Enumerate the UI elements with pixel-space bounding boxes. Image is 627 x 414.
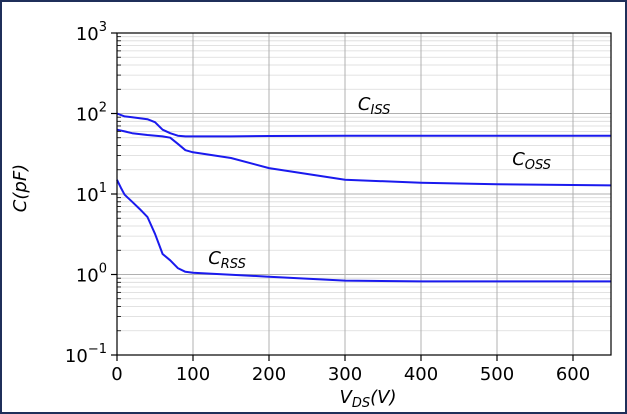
series-line-rss: [116, 179, 611, 283]
series-label-iss: CISS: [358, 94, 390, 118]
series-label-oss: COSS: [512, 149, 551, 173]
x-tick-label: 300: [328, 364, 362, 385]
x-tick-label: 400: [404, 364, 438, 385]
axis-ticks: 10−1 100 101 102 103 0 100 200 300 400 500 600: [65, 20, 590, 385]
series-label-rss: CRSS: [208, 248, 246, 272]
x-tick-label: 500: [480, 364, 514, 385]
y-tick-label: 101: [76, 181, 107, 206]
series-labels: CISS COSS CRSS: [208, 94, 551, 272]
minor-gridlines: [117, 36, 611, 332]
x-tick-label: 100: [176, 364, 210, 385]
x-axis-label: VDS(V): [340, 387, 397, 411]
series-line-oss: [116, 128, 612, 187]
x-tick-label: 600: [556, 364, 590, 385]
y-tick-label: 10−1: [65, 342, 107, 367]
x-tick-label: 0: [111, 364, 122, 385]
y-tick-label: 100: [76, 262, 107, 287]
y-axis-label: C(pF): [10, 164, 31, 212]
x-tick-label: 200: [252, 364, 286, 385]
series-lines: [116, 112, 612, 283]
series-line-iss: [116, 112, 611, 138]
y-tick-label: 103: [76, 20, 107, 45]
y-tick-label: 102: [76, 101, 107, 126]
